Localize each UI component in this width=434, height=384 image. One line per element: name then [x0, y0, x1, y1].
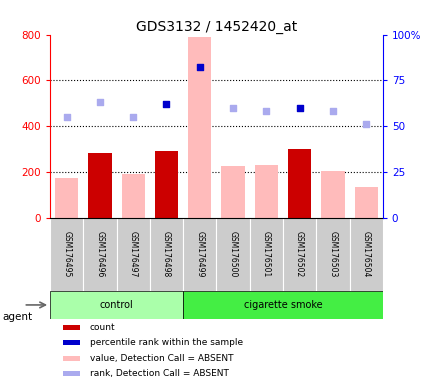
- Text: GSM176495: GSM176495: [62, 231, 71, 277]
- Text: GSM176499: GSM176499: [195, 231, 204, 277]
- Bar: [50, 291, 183, 319]
- Text: control: control: [99, 300, 133, 310]
- Point: [129, 114, 136, 120]
- Bar: [55, 177, 78, 217]
- Text: percentile rank within the sample: percentile rank within the sample: [90, 338, 243, 348]
- Bar: [216, 217, 249, 291]
- Bar: [287, 149, 311, 217]
- Bar: [121, 174, 145, 217]
- Text: agent: agent: [2, 312, 32, 322]
- Point: [163, 101, 170, 107]
- Text: count: count: [90, 323, 115, 332]
- Bar: [63, 356, 79, 361]
- Text: GSM176503: GSM176503: [328, 231, 337, 277]
- Bar: [88, 154, 112, 217]
- Point: [196, 65, 203, 71]
- Text: GSM176496: GSM176496: [95, 231, 104, 277]
- Text: rank, Detection Call = ABSENT: rank, Detection Call = ABSENT: [90, 369, 228, 378]
- Point: [96, 99, 103, 105]
- Bar: [63, 371, 79, 376]
- Bar: [83, 217, 116, 291]
- Bar: [283, 217, 316, 291]
- Text: GSM176500: GSM176500: [228, 231, 237, 277]
- Bar: [221, 166, 244, 217]
- Text: GSM176502: GSM176502: [294, 231, 303, 277]
- Bar: [155, 151, 178, 217]
- Text: cigarette smoke: cigarette smoke: [243, 300, 322, 310]
- Bar: [354, 187, 377, 217]
- Bar: [187, 37, 211, 217]
- Bar: [316, 217, 349, 291]
- Bar: [183, 291, 382, 319]
- Point: [262, 108, 269, 114]
- Bar: [63, 341, 79, 345]
- Bar: [50, 217, 83, 291]
- Point: [362, 121, 369, 127]
- Bar: [116, 217, 149, 291]
- Point: [63, 114, 70, 120]
- Bar: [320, 170, 344, 217]
- Bar: [249, 217, 283, 291]
- Bar: [63, 325, 79, 330]
- Text: GSM176498: GSM176498: [161, 231, 171, 277]
- Title: GDS3132 / 1452420_at: GDS3132 / 1452420_at: [135, 20, 296, 33]
- Point: [229, 105, 236, 111]
- Text: GSM176501: GSM176501: [261, 231, 270, 277]
- Bar: [183, 217, 216, 291]
- Bar: [149, 217, 183, 291]
- Point: [329, 108, 335, 114]
- Bar: [349, 217, 382, 291]
- Text: value, Detection Call = ABSENT: value, Detection Call = ABSENT: [90, 354, 233, 362]
- Bar: [254, 165, 277, 217]
- Text: GSM176497: GSM176497: [128, 231, 138, 277]
- Text: GSM176504: GSM176504: [361, 231, 370, 277]
- Point: [296, 105, 302, 111]
